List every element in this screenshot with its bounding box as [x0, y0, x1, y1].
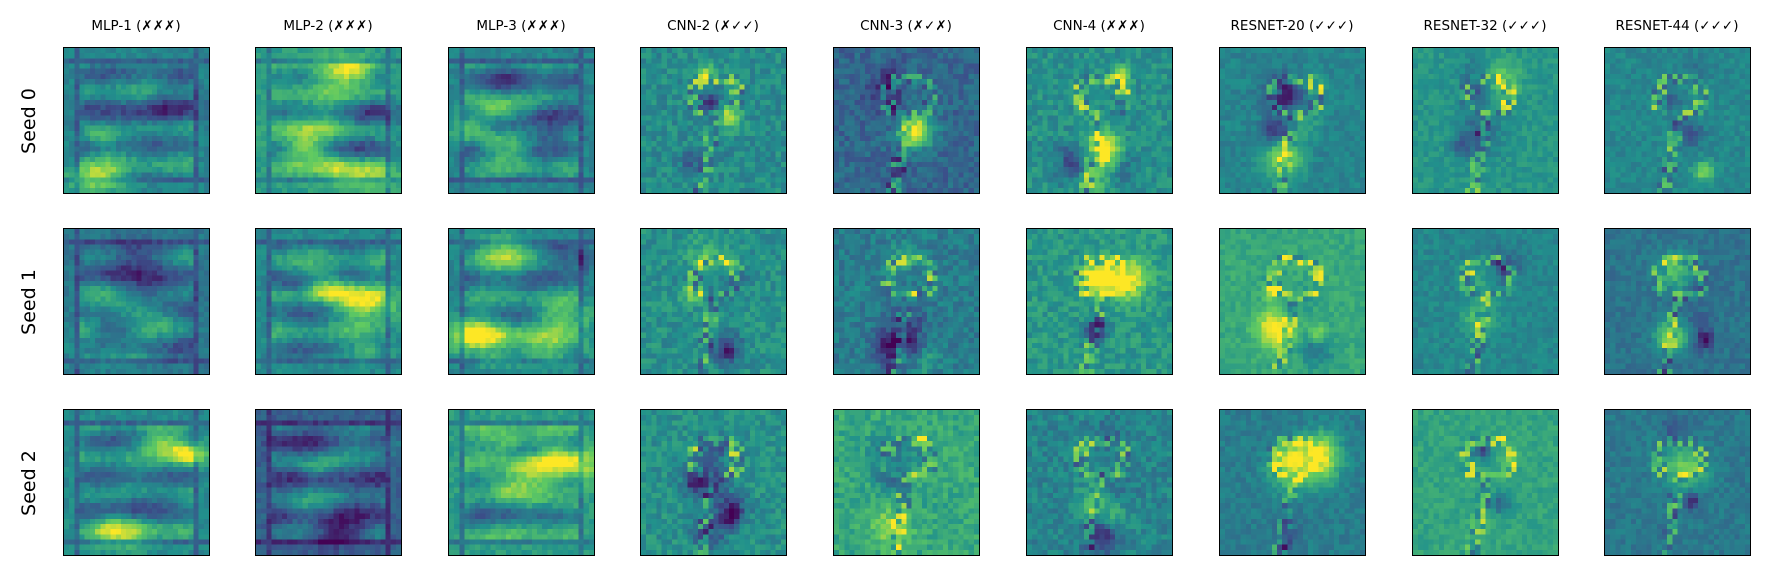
saliency-map-image — [63, 229, 209, 374]
saliency-map-image — [833, 410, 979, 555]
saliency-map-panel — [639, 409, 787, 556]
saliency-map-image — [1219, 48, 1365, 193]
saliency-map-panel — [447, 409, 595, 556]
saliency-map-image — [448, 48, 594, 193]
row-label: Seed 1 — [18, 268, 40, 335]
saliency-map-image — [255, 48, 401, 193]
saliency-map-panel — [254, 47, 402, 194]
saliency-map-image — [833, 229, 979, 374]
saliency-map-panel — [1411, 228, 1559, 375]
saliency-map-image — [1026, 48, 1172, 193]
saliency-map-panel — [1025, 228, 1173, 375]
saliency-map-image — [1026, 229, 1172, 374]
saliency-map-panel — [62, 228, 210, 375]
saliency-map-panel — [62, 47, 210, 194]
row-label: Seed 0 — [18, 87, 40, 154]
saliency-map-panel — [447, 47, 595, 194]
saliency-map-panel — [447, 228, 595, 375]
column-title: MLP-1 (✗✗✗) — [91, 18, 181, 34]
saliency-map-panel — [832, 47, 980, 194]
column-title: CNN-4 (✗✗✗) — [1053, 18, 1145, 34]
saliency-map-panel — [1218, 409, 1366, 556]
saliency-map-image — [1604, 48, 1750, 193]
saliency-map-panel — [1411, 47, 1559, 194]
saliency-map-image — [1412, 48, 1558, 193]
saliency-map-panel — [1603, 47, 1751, 194]
saliency-map-image — [640, 410, 786, 555]
column-title: CNN-2 (✗✓✓) — [667, 18, 759, 34]
saliency-map-image — [255, 410, 401, 555]
saliency-map-panel — [1025, 47, 1173, 194]
saliency-map-panel — [254, 228, 402, 375]
saliency-map-image — [63, 410, 209, 555]
saliency-map-panel — [1218, 47, 1366, 194]
saliency-map-image — [255, 229, 401, 374]
saliency-map-image — [1026, 410, 1172, 555]
saliency-map-panel — [639, 47, 787, 194]
column-title: CNN-3 (✗✓✗) — [860, 18, 952, 34]
saliency-map-image — [448, 229, 594, 374]
saliency-map-image — [833, 48, 979, 193]
saliency-map-panel — [1411, 409, 1559, 556]
saliency-map-image — [1604, 229, 1750, 374]
saliency-map-panel — [254, 409, 402, 556]
saliency-map-panel — [62, 409, 210, 556]
saliency-map-panel — [832, 228, 980, 375]
saliency-map-image — [1219, 229, 1365, 374]
saliency-map-image — [448, 410, 594, 555]
column-title: RESNET-20 (✓✓✓) — [1230, 18, 1354, 34]
saliency-map-image — [63, 48, 209, 193]
saliency-map-panel — [1603, 228, 1751, 375]
column-title: RESNET-44 (✓✓✓) — [1615, 18, 1739, 34]
column-title: RESNET-32 (✓✓✓) — [1423, 18, 1547, 34]
saliency-map-image — [1412, 410, 1558, 555]
saliency-map-panel — [1603, 409, 1751, 556]
saliency-map-panel — [832, 409, 980, 556]
saliency-map-panel — [1025, 409, 1173, 556]
saliency-map-image — [1412, 229, 1558, 374]
saliency-map-image — [1219, 410, 1365, 555]
saliency-map-image — [1604, 410, 1750, 555]
saliency-map-image — [640, 229, 786, 374]
row-label: Seed 2 — [18, 449, 40, 516]
column-title: MLP-2 (✗✗✗) — [283, 18, 373, 34]
saliency-map-panel — [1218, 228, 1366, 375]
column-title: MLP-3 (✗✗✗) — [476, 18, 566, 34]
saliency-map-panel — [639, 228, 787, 375]
saliency-map-image — [640, 48, 786, 193]
